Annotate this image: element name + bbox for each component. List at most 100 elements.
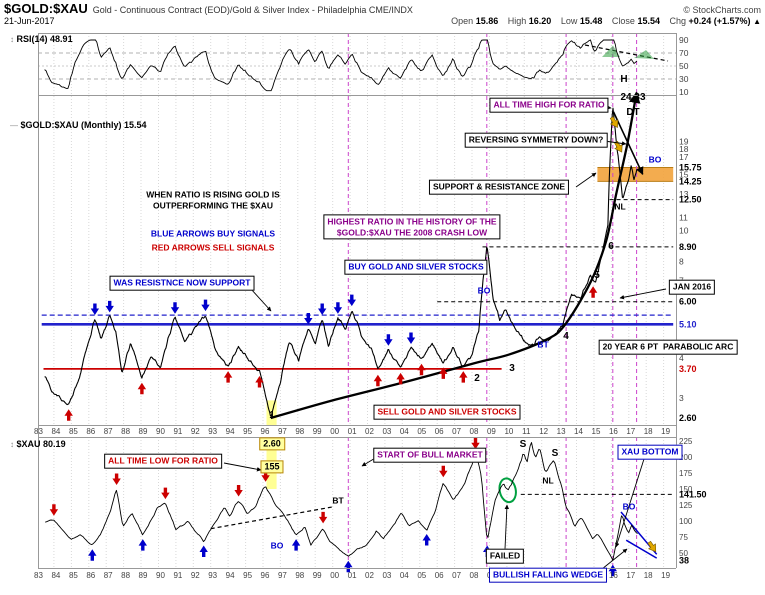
svg-text:01: 01 [348,427,357,436]
note-failed-pointer [504,504,510,550]
sell-signal-arrow [588,286,598,298]
svg-text:96: 96 [261,427,270,436]
rsi-divergence-shade [634,50,654,59]
rsi-panel-label: ↕ RSI(14) 48.91 [10,34,73,44]
svg-text:16: 16 [609,571,618,580]
rsi-name: RSI(14) [16,34,48,44]
svg-text:03: 03 [382,427,391,436]
sell-signal-arrow [396,372,405,385]
svg-text:88: 88 [121,571,130,580]
open-label: Open [451,16,474,26]
svg-text:90: 90 [156,427,165,436]
buy-signal-arrow [138,539,147,551]
svg-text:07: 07 [452,571,461,580]
rsi-line [44,39,638,92]
rsi-divergence-shade [602,45,620,57]
note-xau-bottom-pointer [615,458,645,548]
svg-text:08: 08 [470,427,479,436]
buy-signal-arrow [406,332,416,344]
svg-text:11: 11 [522,571,531,580]
reversing-symmetry-line [612,111,644,176]
svg-text:12: 12 [539,571,548,580]
svg-text:95: 95 [243,571,252,580]
falling-wedge-lower-line [625,539,658,559]
svg-text:175: 175 [679,469,693,478]
svg-text:225: 225 [679,437,693,446]
buy-signal-arrow [318,303,327,315]
svg-text:5.10: 5.10 [679,319,697,329]
sell-signal-arrow [137,382,147,395]
svg-text:90: 90 [679,35,689,45]
svg-text:89: 89 [139,571,148,580]
buy-signal-arrow [105,300,114,313]
xau-panel-label: ↕ $XAU 80.19 [10,439,66,449]
dashed-trendline-90s [210,506,333,530]
buy-signal-arrow [88,549,97,561]
xau-price-line [45,442,638,561]
svg-text:83: 83 [34,427,43,436]
svg-text:14: 14 [574,427,583,436]
svg-text:10: 10 [504,427,513,436]
svg-text:3: 3 [679,393,684,403]
sell-signal-arrow [234,485,243,497]
svg-text:91: 91 [173,571,182,580]
svg-text:85: 85 [69,571,78,580]
svg-text:84: 84 [51,427,60,436]
svg-text:92: 92 [191,427,200,436]
main-name: $GOLD:$XAU (Monthly) [20,120,122,130]
svg-text:05: 05 [417,427,426,436]
svg-text:89: 89 [139,427,148,436]
svg-text:09: 09 [487,427,496,436]
sell-signal-arrow [417,363,426,376]
svg-text:50: 50 [679,61,689,71]
svg-text:10: 10 [679,87,689,97]
svg-text:98: 98 [295,427,304,436]
sell-signal-arrow [439,367,448,379]
axes-and-borders: 907050301019181715131110874315.7514.2512… [34,33,707,580]
svg-text:92: 92 [191,571,200,580]
svg-text:30: 30 [679,74,689,84]
symbol: $GOLD:$XAU [4,1,88,16]
change-value: +0.24 (+1.57%) [688,16,751,26]
buy-signal-arrow [483,545,492,557]
gold-arrow [647,540,657,553]
sell-signal-arrow [255,376,264,388]
sell-signal-arrow [318,511,328,524]
buy-signal-arrow [291,539,301,551]
svg-text:98: 98 [295,571,304,580]
svg-text:02: 02 [365,427,374,436]
svg-text:2.60: 2.60 [679,413,697,423]
svg-text:94: 94 [226,571,235,580]
svg-text:83: 83 [34,571,43,580]
rsi-trendline [584,44,669,62]
svg-text:00: 00 [330,427,339,436]
svg-text:19: 19 [679,136,689,146]
buy-signal-arrow [199,545,208,557]
change-label: Chg [669,16,686,26]
svg-text:70: 70 [679,48,689,58]
sell-signal-arrow [373,374,383,387]
svg-text:03: 03 [382,571,391,580]
svg-text:18: 18 [644,571,653,580]
svg-text:4: 4 [679,353,684,363]
chart-date: 21-Jun-2017 [4,16,55,26]
svg-text:15.75: 15.75 [679,163,702,173]
sell-signal-arrow [161,487,170,500]
trend-and-support-lines [38,33,676,568]
panel-collapse-icon: ↕ [10,35,14,44]
svg-text:12.50: 12.50 [679,195,702,205]
svg-text:08: 08 [470,571,479,580]
svg-text:6.00: 6.00 [679,297,697,307]
svg-text:8.90: 8.90 [679,242,697,252]
svg-text:97: 97 [278,427,287,436]
svg-text:99: 99 [313,427,322,436]
sell-signal-arrow [64,409,73,421]
svg-text:85: 85 [69,427,78,436]
svg-text:88: 88 [121,427,130,436]
sell-signal-arrow [459,371,468,383]
sell-signal-arrow [49,504,59,516]
price-series [44,39,638,561]
svg-text:95: 95 [243,427,252,436]
svg-text:07: 07 [452,427,461,436]
